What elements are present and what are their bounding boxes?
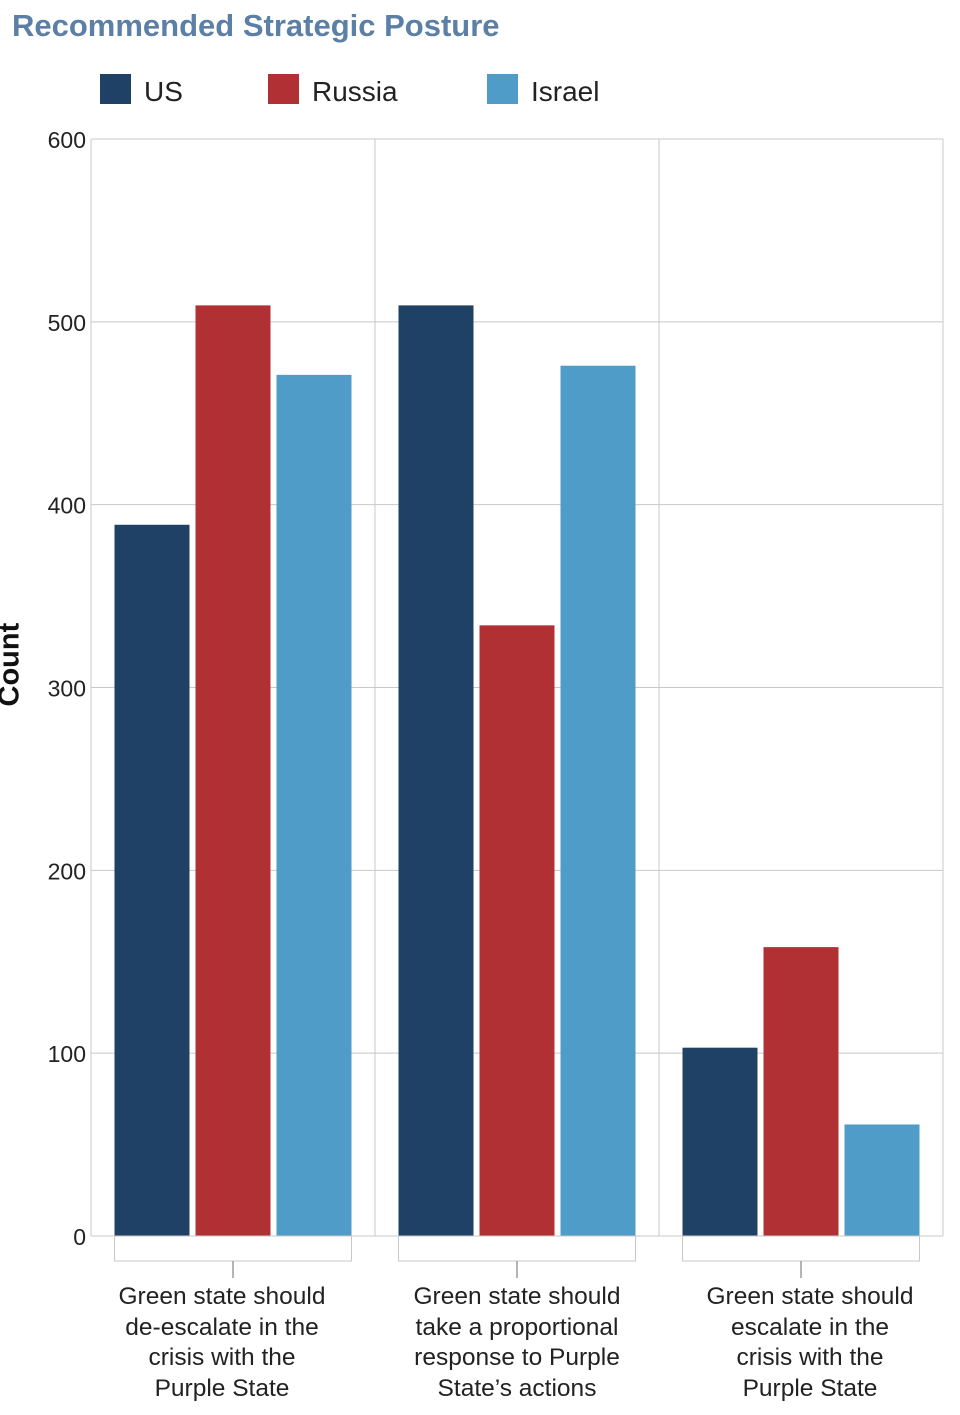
bar-israel-3	[844, 1124, 920, 1236]
legend-label-us: US	[144, 76, 183, 107]
y-axis-title: Count	[0, 622, 26, 707]
y-tick-label-0: 0	[73, 1224, 86, 1250]
legend-swatch-israel	[487, 74, 518, 104]
category-bracket-1	[114, 1235, 352, 1262]
category-label-3: Green state should escalate in the crisi…	[706, 1283, 914, 1402]
category-label-2: Green state should take a proportional r…	[413, 1283, 621, 1402]
category-label-1: Green state should de-escalate in the cr…	[118, 1283, 326, 1402]
bar-israel-1	[276, 374, 352, 1237]
category-bracket-2	[398, 1235, 636, 1262]
bar-russia-1	[195, 305, 271, 1237]
legend: US Russia Israel	[0, 70, 960, 116]
legend-swatch-russia	[268, 74, 299, 104]
bar-us-1	[114, 524, 190, 1236]
legend-swatch-us	[100, 74, 131, 104]
y-tick-label-200: 200	[48, 858, 86, 884]
chart-title: Recommended Strategic Posture	[12, 8, 500, 43]
legend-label-russia: Russia	[312, 76, 398, 107]
legend-label-israel: Israel	[531, 76, 600, 107]
y-tick-label-300: 300	[48, 676, 86, 702]
bar-russia-3	[763, 947, 839, 1236]
y-tick-label-400: 400	[48, 493, 86, 519]
y-tick-label-500: 500	[48, 310, 86, 336]
bar-us-2	[398, 305, 474, 1237]
y-tick-label-100: 100	[48, 1041, 86, 1067]
bar-us-3	[682, 1047, 758, 1236]
category-bracket-3	[682, 1235, 920, 1262]
y-tick-label-600: 600	[48, 127, 86, 153]
bar-israel-2	[560, 365, 636, 1236]
bar-russia-2	[479, 625, 555, 1236]
